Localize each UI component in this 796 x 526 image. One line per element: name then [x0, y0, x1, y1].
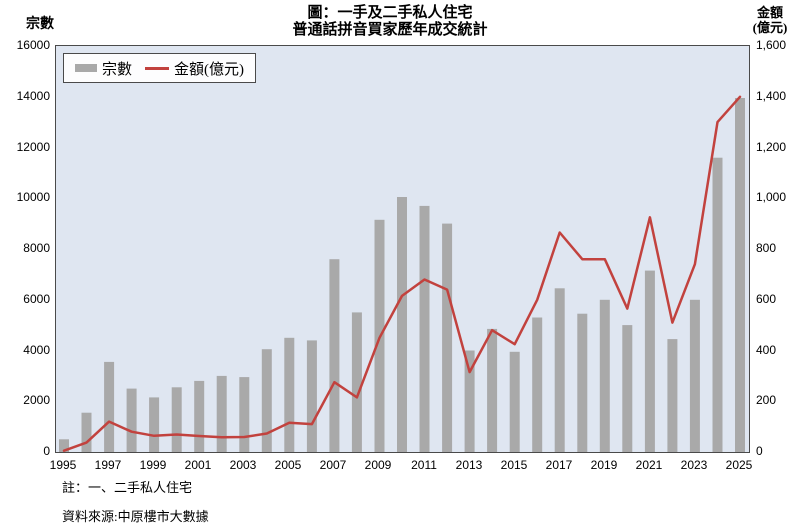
y-left-tick-8000: 8000 — [23, 241, 50, 255]
x-tick-2019: 2019 — [590, 458, 618, 472]
y-right-tick-1200: 1,200 — [756, 140, 787, 154]
y-right-tick-800: 800 — [756, 241, 777, 255]
bar-2012 — [442, 223, 453, 452]
bar-series-swatch-icon — [75, 64, 97, 72]
x-tick-2023: 2023 — [680, 458, 708, 472]
right-axis-title: 金額 (億元) — [746, 5, 794, 35]
plot-area — [55, 45, 750, 453]
chart-title-line1: 圖：一手及二手私人住宅 — [307, 5, 473, 21]
bar-2000 — [171, 387, 182, 452]
bar-2025 — [735, 98, 745, 452]
bar-2006 — [306, 340, 317, 452]
legend: 宗數 金額(億元) — [63, 53, 257, 83]
x-tick-2017: 2017 — [545, 458, 573, 472]
x-tick-2015: 2015 — [500, 458, 528, 472]
y-left-tick-14000: 14000 — [16, 89, 50, 103]
bar-2023 — [689, 299, 700, 452]
bar-2008 — [351, 312, 362, 452]
right-axis-title-line1: 金額 — [756, 5, 783, 20]
chart-canvas — [59, 95, 745, 452]
x-tick-2005: 2005 — [274, 458, 302, 472]
y-left-tick-12000: 12000 — [16, 140, 50, 154]
y-left-tick-16000: 16000 — [16, 38, 50, 52]
bar-2017 — [554, 288, 565, 452]
y-right-tick-1000: 1,000 — [756, 190, 787, 204]
y-left-tick-0: 0 — [43, 444, 50, 458]
bar-2015 — [509, 351, 520, 452]
legend-item-line: 金額(億元) — [145, 58, 244, 79]
y-right-tick-1600: 1,600 — [756, 38, 787, 52]
x-tick-2007: 2007 — [319, 458, 347, 472]
legend-line-label: 金額(億元) — [174, 61, 245, 78]
y-left-tick-2000: 2000 — [23, 393, 50, 407]
x-tick-2003: 2003 — [229, 458, 257, 472]
bar-2007 — [329, 259, 340, 452]
right-axis-title-line2: (億元) — [752, 20, 788, 35]
bar-2018 — [577, 313, 588, 452]
bar-1996 — [81, 412, 92, 452]
bar-1999 — [149, 397, 160, 452]
x-tick-2021: 2021 — [635, 458, 663, 472]
bar-2011 — [419, 205, 430, 452]
x-tick-2025: 2025 — [725, 458, 753, 472]
y-right-tick-400: 400 — [756, 343, 777, 357]
y-left-tick-6000: 6000 — [23, 292, 50, 306]
x-tick-2011: 2011 — [411, 458, 437, 472]
x-tick-1999: 1999 — [139, 458, 167, 472]
y-left-tick-10000: 10000 — [16, 190, 50, 204]
bar-2022 — [667, 339, 678, 452]
bar-2013 — [464, 350, 475, 452]
x-tick-1997: 1997 — [94, 458, 122, 472]
legend-bars-label: 宗數 — [102, 61, 133, 78]
y-left-tick-4000: 4000 — [23, 343, 50, 357]
y-right-tick-200: 200 — [756, 393, 777, 407]
bar-2019 — [599, 299, 610, 452]
bar-1998 — [126, 388, 137, 452]
y-right-tick-0: 0 — [756, 444, 763, 458]
y-right-tick-600: 600 — [756, 292, 777, 306]
x-tick-2001: 2001 — [184, 458, 212, 472]
bar-2004 — [261, 349, 272, 452]
note-text: 註：一、二手私人住宅 — [62, 480, 193, 495]
x-tick-2009: 2009 — [364, 458, 392, 472]
chart-title: 圖：一手及二手私人住宅 普通話拼音買家歷年成交統計 — [0, 5, 780, 39]
legend-item-bars: 宗數 — [75, 58, 132, 79]
line-series-swatch-icon — [145, 66, 170, 70]
x-tick-2013: 2013 — [455, 458, 483, 472]
bar-2003 — [239, 377, 250, 452]
bar-2024 — [712, 157, 723, 452]
bar-2016 — [532, 317, 543, 452]
bar-2002 — [216, 375, 227, 452]
left-axis-title: 宗數 — [26, 17, 54, 32]
y-right-tick-1400: 1,400 — [756, 89, 787, 103]
x-tick-1995: 1995 — [49, 458, 77, 472]
amount-line — [62, 95, 742, 452]
chart-title-line2: 普通話拼音買家歷年成交統計 — [292, 22, 488, 38]
source-text: 資料來源:中原樓市大數據 — [62, 509, 209, 524]
bar-2010 — [397, 197, 407, 452]
bar-1997 — [104, 361, 115, 452]
bar-1995 — [59, 439, 69, 452]
bar-2014 — [487, 328, 498, 452]
bar-2020 — [622, 325, 633, 452]
bar-2021 — [644, 270, 655, 452]
bar-2001 — [194, 380, 205, 452]
bar-2005 — [284, 337, 295, 452]
